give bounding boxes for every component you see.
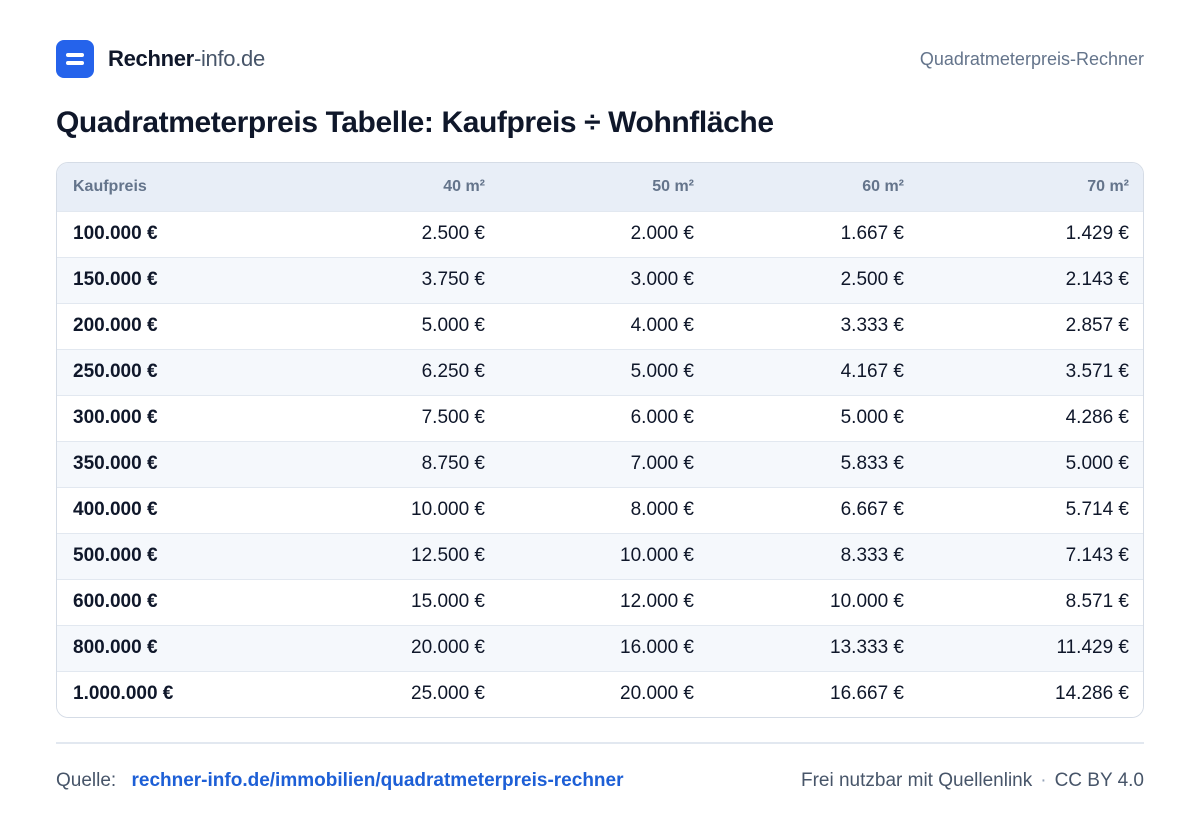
kaufpreis-cell: 1.000.000 € bbox=[73, 683, 174, 705]
header-tool-name: Quadratmeterpreis-Rechner bbox=[919, 48, 1144, 69]
price-per-sqm-cell: 5.714 € bbox=[1065, 499, 1129, 520]
table-header: Kaufpreis 40 m² 50 m² 60 m² 70 m² bbox=[57, 163, 1143, 211]
brand-name: Rechner-info.de bbox=[108, 46, 265, 72]
kaufpreis-cell: 400.000 € bbox=[73, 499, 158, 520]
kaufpreis-cell: 250.000 € bbox=[73, 361, 158, 382]
price-per-sqm-cell: 5.000 € bbox=[1065, 453, 1129, 474]
price-per-sqm-cell: 6.000 € bbox=[630, 407, 694, 428]
license: CC BY 4.0 bbox=[1054, 770, 1144, 791]
price-per-sqm-cell: 13.333 € bbox=[830, 637, 904, 658]
price-per-sqm-cell: 3.750 € bbox=[421, 269, 485, 290]
table-row: 250.000 € 6.250 € 5.000 € 4.167 € 3.571 € bbox=[57, 349, 1143, 395]
price-per-sqm-cell: 2.857 € bbox=[1065, 315, 1129, 336]
price-per-sqm-cell: 3.571 € bbox=[1065, 361, 1129, 382]
price-per-sqm-cell: 12.000 € bbox=[620, 591, 694, 612]
price-per-sqm-cell: 7.500 € bbox=[421, 407, 485, 428]
brand[interactable]: Rechner-info.de bbox=[56, 40, 265, 78]
kaufpreis-cell: 600.000 € bbox=[73, 591, 158, 612]
separator: · bbox=[1040, 770, 1047, 791]
price-per-sqm-cell: 2.143 € bbox=[1065, 269, 1129, 290]
table-row: 350.000 € 8.750 € 7.000 € 5.833 € 5.000 € bbox=[57, 441, 1143, 487]
brand-name-light: -info.de bbox=[193, 46, 265, 71]
price-per-sqm-cell: 10.000 € bbox=[411, 499, 485, 520]
footer-divider bbox=[56, 742, 1144, 744]
price-per-sqm-cell: 2.500 € bbox=[840, 269, 904, 290]
price-per-sqm-cell: 1.429 € bbox=[1065, 223, 1129, 244]
table-row: 150.000 € 3.750 € 3.000 € 2.500 € 2.143 € bbox=[57, 257, 1143, 303]
column-header-area: 50 m² bbox=[652, 177, 694, 195]
price-per-sqm-cell: 4.000 € bbox=[630, 315, 694, 336]
price-per-sqm-cell: 6.667 € bbox=[840, 499, 904, 520]
kaufpreis-cell: 100.000 € bbox=[73, 223, 158, 244]
page-header: Rechner-info.de Quadratmeterpreis-Rechne… bbox=[56, 40, 1144, 78]
price-per-sqm-cell: 4.286 € bbox=[1065, 407, 1129, 428]
price-per-sqm-cell: 25.000 € bbox=[411, 683, 485, 705]
brand-name-strong: Rechner bbox=[108, 46, 194, 71]
price-per-sqm-cell: 6.250 € bbox=[421, 361, 485, 382]
table-row: 600.000 € 15.000 € 12.000 € 10.000 € 8.571 € bbox=[57, 579, 1143, 625]
kaufpreis-cell: 300.000 € bbox=[73, 407, 158, 428]
column-header-area: 40 m² bbox=[443, 177, 485, 195]
price-per-sqm-cell: 5.833 € bbox=[840, 453, 904, 474]
source-label: Quelle: bbox=[56, 770, 117, 791]
page-footer: Quelle: rechner-info.de/immobilien/quadr… bbox=[56, 766, 1144, 796]
usage-note: Frei nutzbar mit Quellenlink bbox=[800, 770, 1033, 791]
table-row: 800.000 € 20.000 € 16.000 € 13.333 € 11.429 … bbox=[57, 625, 1143, 671]
price-per-sqm-cell: 8.750 € bbox=[421, 453, 485, 474]
price-per-sqm-cell: 4.167 € bbox=[840, 361, 904, 382]
table-row: 300.000 € 7.500 € 6.000 € 5.000 € 4.286 € bbox=[57, 395, 1143, 441]
price-per-sqm-cell: 1.667 € bbox=[840, 223, 904, 244]
table-row: 200.000 € 5.000 € 4.000 € 3.333 € 2.857 € bbox=[57, 303, 1143, 349]
kaufpreis-cell: 150.000 € bbox=[73, 269, 158, 290]
price-per-sqm-cell: 16.000 € bbox=[620, 637, 694, 658]
price-per-sqm-cell: 5.000 € bbox=[630, 361, 694, 382]
price-per-sqm-cell: 10.000 € bbox=[830, 591, 904, 612]
license-note: Frei nutzbar mit Quellenlink · CC BY 4.0 bbox=[801, 770, 1144, 792]
price-per-sqm-cell: 12.500 € bbox=[411, 545, 485, 566]
price-per-sqm-cell: 2.000 € bbox=[630, 223, 694, 244]
logo-icon bbox=[56, 40, 94, 78]
source: Quelle: rechner-info.de/immobilien/quadr… bbox=[56, 770, 624, 792]
price-per-sqm-cell: 5.000 € bbox=[421, 315, 485, 336]
price-per-sqm-cell: 5.000 € bbox=[840, 407, 904, 428]
price-per-sqm-cell: 14.286 € bbox=[1055, 683, 1129, 705]
table-row: 400.000 € 10.000 € 8.000 € 6.667 € 5.714 € bbox=[57, 487, 1143, 533]
price-per-sqm-cell: 2.500 € bbox=[421, 223, 485, 244]
price-per-sqm-cell: 3.000 € bbox=[630, 269, 694, 290]
column-header-area: 70 m² bbox=[1087, 177, 1129, 195]
kaufpreis-cell: 800.000 € bbox=[73, 637, 158, 658]
price-per-sqm-cell: 7.000 € bbox=[630, 453, 694, 474]
price-per-sqm-cell: 3.333 € bbox=[840, 315, 904, 336]
table-body: 100.000 € 2.500 € 2.000 € 1.667 € 1.429 € 150… bbox=[57, 211, 1143, 717]
source-link[interactable]: rechner-info.de/immobilien/quadratmeterp… bbox=[131, 770, 624, 791]
page-title: Quadratmeterpreis Tabelle: Kaufpreis ÷ W… bbox=[56, 106, 774, 139]
price-per-sqm-cell: 20.000 € bbox=[411, 637, 485, 658]
price-per-sqm-cell: 20.000 € bbox=[620, 683, 694, 705]
table-row: 500.000 € 12.500 € 10.000 € 8.333 € 7.143 € bbox=[57, 533, 1143, 579]
price-per-sqm-cell: 7.143 € bbox=[1065, 545, 1129, 566]
kaufpreis-cell: 500.000 € bbox=[73, 545, 158, 566]
column-header-kaufpreis: Kaufpreis bbox=[73, 177, 147, 195]
column-header-area: 60 m² bbox=[862, 177, 904, 195]
kaufpreis-cell: 200.000 € bbox=[73, 315, 158, 336]
price-per-sqm-cell: 15.000 € bbox=[411, 591, 485, 612]
price-per-sqm-cell: 8.000 € bbox=[630, 499, 694, 520]
price-per-sqm-cell: 16.667 € bbox=[830, 683, 904, 705]
price-per-sqm-cell: 8.333 € bbox=[840, 545, 904, 566]
price-per-sqm-cell: 10.000 € bbox=[620, 545, 694, 566]
kaufpreis-cell: 350.000 € bbox=[73, 453, 158, 474]
price-per-sqm-cell: 11.429 € bbox=[1056, 637, 1129, 658]
table-row: 100.000 € 2.500 € 2.000 € 1.667 € 1.429 € bbox=[57, 211, 1143, 257]
price-per-sqm-cell: 8.571 € bbox=[1065, 591, 1129, 612]
price-table: Kaufpreis 40 m² 50 m² 60 m² 70 m² 100.000 € 2… bbox=[56, 162, 1144, 718]
table-row: 1.000.000 € 25.000 € 20.000 € 16.667 € 14.28… bbox=[57, 671, 1143, 717]
